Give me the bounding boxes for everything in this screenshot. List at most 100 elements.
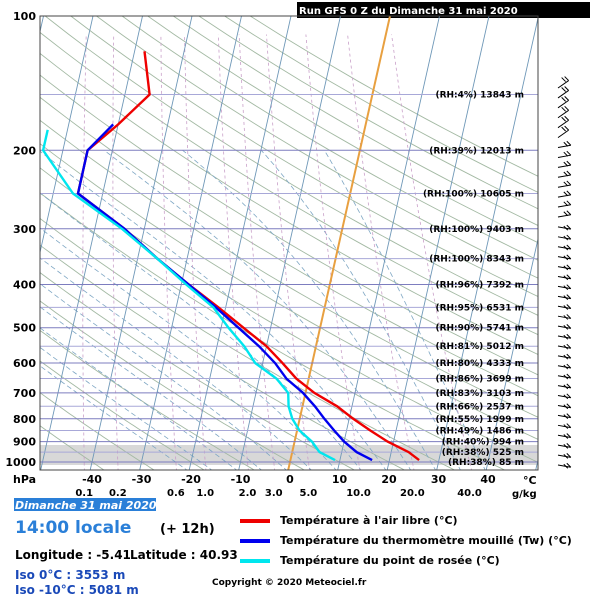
wind-barb-staff <box>557 99 569 109</box>
wind-barb-staff <box>557 454 571 458</box>
wind-barb-staff <box>557 276 571 280</box>
temperature-tick-label: 40 <box>480 473 496 486</box>
dry-adiabat <box>40 244 406 470</box>
wind-barb-staff <box>557 305 571 310</box>
level-label: (RH:100%) 8343 m <box>429 255 524 265</box>
moist-adiabat <box>260 150 461 470</box>
wind-barb-staff <box>557 285 571 290</box>
wind-barb <box>557 105 570 119</box>
dry-adiabat <box>40 52 538 355</box>
dry-adiabat <box>121 16 538 261</box>
wind-barb <box>557 314 572 320</box>
mixing-ratio-tick-label: 1.0 <box>196 488 214 499</box>
pressure-unit: hPa <box>13 473 36 486</box>
dry-adiabat <box>44 16 538 316</box>
dry-adiabat <box>147 16 538 244</box>
wind-barb-flag <box>564 105 570 111</box>
wind-barb-flag <box>563 354 569 360</box>
wind-barb-flag <box>563 151 569 157</box>
temperature-tick-label: -30 <box>132 473 152 486</box>
wind-barb-flag <box>561 77 567 82</box>
wind-barb-staff <box>557 345 571 349</box>
longitude: Longitude : -5.41 <box>15 548 131 562</box>
wind-barb-staff <box>557 385 571 389</box>
level-label: (RH:80%) 4333 m <box>435 359 524 369</box>
mixing-ratio-line <box>266 34 310 470</box>
wind-barb-flag <box>563 265 569 271</box>
pressure-tick-label: 800 <box>13 413 36 426</box>
wind-barb <box>557 373 572 380</box>
wind-barb-flag <box>563 444 569 449</box>
wind-barb-staff <box>557 315 571 319</box>
dry-adiabat <box>40 392 155 470</box>
dry-adiabat <box>40 96 538 397</box>
mixing-ratio-line <box>347 34 415 470</box>
mixing-ratio-tick-label: 0.1 <box>75 488 93 499</box>
wind-barb-staff <box>557 355 571 359</box>
wind-barb <box>557 264 572 271</box>
wind-barb-flag <box>563 211 569 217</box>
moist-adiabat <box>182 149 436 470</box>
mixing-ratio-line <box>112 34 119 470</box>
wind-barb-flag <box>566 452 572 458</box>
pressure-tick-label: 600 <box>13 357 36 370</box>
title-bar <box>297 2 590 18</box>
level-label: (RH:100%) 10605 m <box>423 189 524 199</box>
plot-area <box>40 16 538 470</box>
wind-barb <box>557 96 570 109</box>
wind-barb-staff <box>557 226 571 230</box>
dry-adiabat <box>96 16 538 279</box>
level-label: (RH:55%) 1999 m <box>435 415 524 425</box>
mixing-ratio-line <box>82 34 87 470</box>
isotherm-line <box>485 236 538 470</box>
wind-barb-staff <box>557 414 571 419</box>
dry-adiabat <box>40 192 506 470</box>
wind-barb <box>557 433 572 439</box>
temperature-tick-label: 0 <box>286 473 294 486</box>
isotherm-line <box>40 16 143 470</box>
isobars <box>40 16 538 463</box>
forecast-offset: (+ 12h) <box>160 522 215 537</box>
temperature-tick-label: -20 <box>181 473 201 486</box>
wind-barb <box>557 324 572 330</box>
wind-barb-staff <box>557 444 571 448</box>
wind-barb-flag <box>564 115 570 121</box>
wind-barb-staff <box>557 325 571 329</box>
wind-barb <box>557 333 572 340</box>
forecast-date: Dimanche 31 mai 2020 <box>15 499 157 512</box>
mixing-ratio-tick-label: 10.0 <box>346 488 371 499</box>
legend-label-1: Température à l'air libre (°C) <box>280 514 458 527</box>
wind-barb-flag <box>566 140 572 146</box>
wind-barb-flag <box>566 264 572 270</box>
wind-barb-flag <box>566 423 572 428</box>
pressure-tick-label: 500 <box>13 322 36 335</box>
dry-adiabat <box>70 16 538 298</box>
mixing-ratio-tick-label: 20.0 <box>400 488 425 499</box>
wind-barb-staff <box>557 464 571 468</box>
mixing-ratio-tick-label: 5.0 <box>300 488 318 499</box>
wind-barb <box>557 115 570 129</box>
level-label: (RH:66%) 2537 m <box>435 402 524 412</box>
wind-barb-flag <box>566 210 572 216</box>
wind-barb-flag <box>566 373 572 379</box>
wind-barb <box>557 274 572 281</box>
wind-barb <box>557 200 572 208</box>
level-label: (RH:49%) 1486 m <box>435 427 524 437</box>
dry-adiabat <box>40 425 105 470</box>
wind-barb <box>557 462 572 469</box>
wind-barb <box>557 423 572 429</box>
mixing-ratio-line <box>305 34 361 470</box>
isotherm-line <box>386 16 490 470</box>
wind-barb-staff <box>557 184 571 188</box>
mixing-ratio-line <box>391 34 472 470</box>
wind-barb <box>557 393 572 400</box>
wind-barb-staff <box>557 375 571 379</box>
temperature-tick-label: 10 <box>332 473 348 486</box>
mixing-ratio-tick-label: 0.6 <box>167 488 185 499</box>
wind-barb-flag <box>566 294 572 299</box>
wind-barb <box>557 452 572 459</box>
series-line-3 <box>41 129 336 462</box>
wind-barb-flag <box>561 106 567 112</box>
level-label: (RH:86%) 3699 m <box>435 375 524 385</box>
